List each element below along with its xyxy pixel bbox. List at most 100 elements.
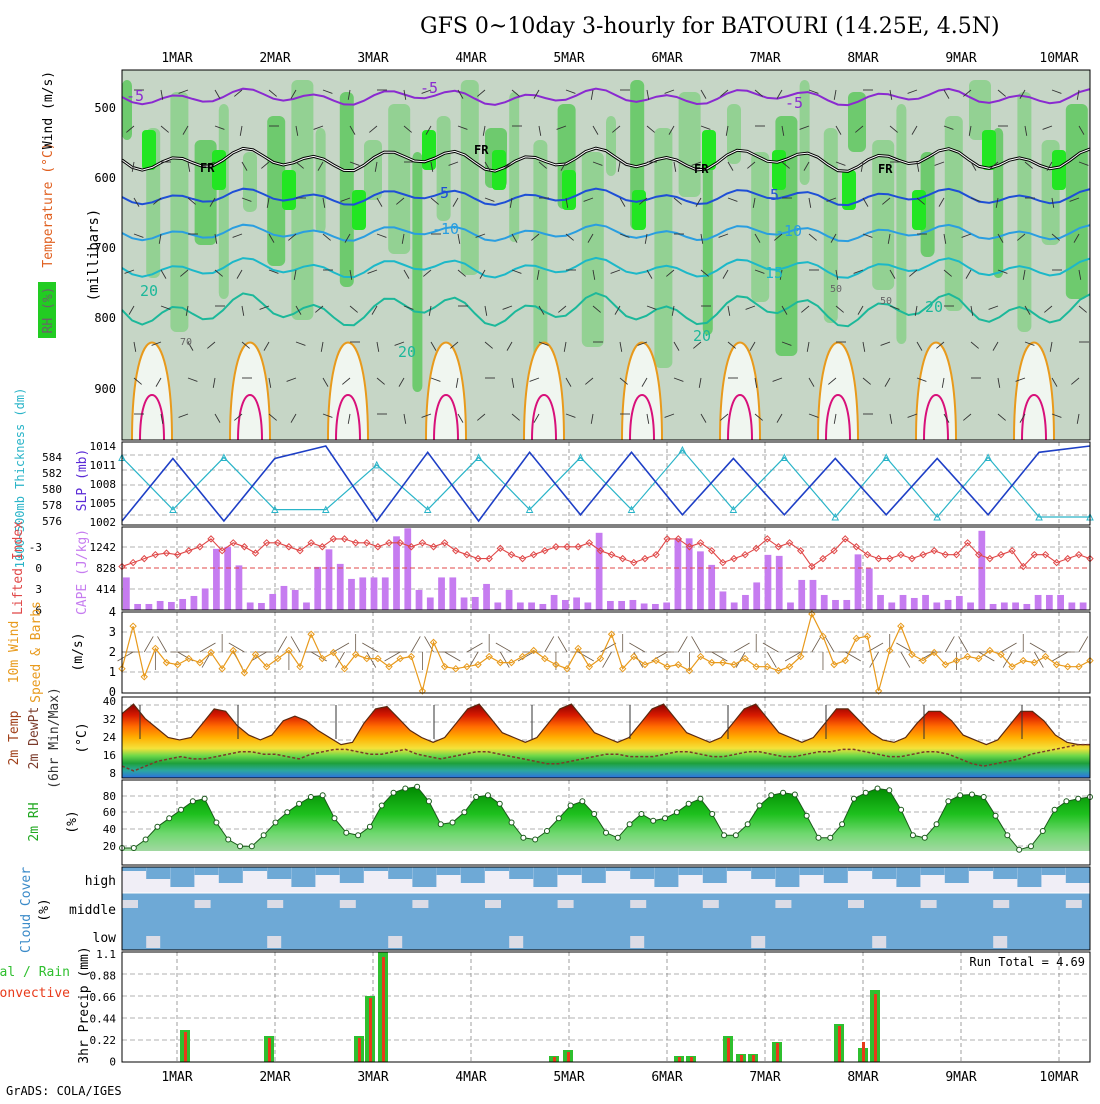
wind-barb <box>234 89 243 97</box>
cape-bar <box>809 579 817 610</box>
wind-speed-point <box>307 630 315 638</box>
wind-speed-point <box>474 660 482 669</box>
wind-barb <box>803 161 810 171</box>
cape-bar <box>561 599 569 610</box>
rh-tick: 80 <box>103 790 116 803</box>
wind10m-panel: 4 3 2 1 0 <box>109 605 1094 699</box>
wind-tick: 3 <box>109 625 116 639</box>
temp-contour-30 <box>727 394 753 441</box>
wind-speed-point <box>774 667 783 675</box>
wind-unit: (m/s) <box>71 632 86 671</box>
cape-bar <box>483 583 490 610</box>
precip-convective-bar <box>874 994 877 1062</box>
wind-barb <box>592 125 599 135</box>
wind-barb <box>882 197 891 205</box>
rh-moist-region <box>799 80 810 185</box>
wind-speed-point <box>563 664 571 673</box>
wind-barb <box>178 413 189 418</box>
cloud-middle-gap <box>702 900 719 908</box>
wind-barb <box>889 269 896 279</box>
date-tick-bottom: 7MAR <box>749 1070 780 1085</box>
wind-barb <box>585 377 594 385</box>
cape-bar <box>404 528 412 610</box>
wind-barb <box>943 269 952 277</box>
cape-bar <box>640 603 648 610</box>
freezing-level-label: FR <box>878 162 893 176</box>
rh-point <box>992 812 999 819</box>
wind-speed-point <box>496 658 505 667</box>
wind-barb <box>907 413 918 418</box>
wind-barb <box>477 413 486 421</box>
lifted-index-point <box>429 543 438 551</box>
cape-bar <box>224 546 232 610</box>
wind-barb <box>342 377 351 385</box>
dewpoint-line <box>121 743 1090 772</box>
cloud-high-bar <box>654 867 679 887</box>
lifted-index-point <box>630 558 638 567</box>
lifted-index-point <box>741 550 749 559</box>
wind-speed-point <box>529 646 538 655</box>
wind-barb <box>718 233 729 238</box>
wind-speed-point <box>351 650 360 659</box>
cloud-high-bar <box>485 867 509 871</box>
rh-point <box>626 821 633 828</box>
cloud-high-bar <box>896 867 921 887</box>
lifted-index-point <box>652 550 660 559</box>
wind-barb <box>205 161 216 166</box>
rh-point <box>331 815 338 822</box>
cloud-high-bar <box>775 867 800 887</box>
pressure-axis-label: (millibars) <box>86 209 102 302</box>
rh-moist-region <box>122 80 132 140</box>
wind-barb <box>720 413 729 421</box>
wind-barb-10m <box>495 642 512 653</box>
cape-bar <box>854 554 862 610</box>
rh-point <box>1051 806 1058 813</box>
wind-barb <box>455 377 459 388</box>
lifted-index-point <box>719 558 727 567</box>
rh-point <box>307 794 314 800</box>
wind-barb <box>806 341 810 352</box>
wind-barb <box>376 197 383 207</box>
lifted-index-point <box>240 543 249 551</box>
lifted-index-point <box>774 543 783 551</box>
rh-point <box>319 792 326 799</box>
wind-barb <box>565 197 569 208</box>
wind-speed-point <box>1008 662 1016 671</box>
cape-lifted-index-panel: 1242 828 414 -3 0 3 6 <box>29 526 1094 617</box>
wind-barb <box>1046 161 1053 171</box>
wind-barb <box>673 197 682 205</box>
cloud-high-bar <box>533 867 558 887</box>
rh-point <box>225 836 232 843</box>
wind-barb <box>268 269 279 274</box>
wind-speed-point <box>285 646 293 655</box>
lifted-index-point <box>1030 550 1039 559</box>
wind-barb <box>317 161 324 171</box>
cape-bar <box>348 578 355 610</box>
wind-barb <box>992 341 999 351</box>
temp-contour-30 <box>237 394 263 441</box>
rh-point <box>721 832 728 839</box>
wind-speed-point <box>641 660 649 669</box>
rh-contour-label: 50 <box>830 284 842 295</box>
lifted-index-point <box>874 554 883 563</box>
wind-barb <box>511 269 522 274</box>
cloud-low-gap <box>146 936 161 948</box>
wind-barb <box>133 341 137 352</box>
rh-moist-region <box>581 152 604 347</box>
wind-barb <box>1019 89 1026 99</box>
cloud-high-bar <box>218 867 243 883</box>
rh-point <box>839 821 846 828</box>
wind-barb <box>970 341 979 349</box>
wind-barb <box>916 341 923 351</box>
wind-speed-point <box>797 652 805 661</box>
wind-barb <box>1024 125 1028 136</box>
lifted-index-point <box>296 547 304 555</box>
wind-barb <box>133 233 144 238</box>
rh-frame <box>121 779 1091 866</box>
rh-point <box>898 806 905 813</box>
rh-saturated-region <box>772 150 786 190</box>
wind-barb <box>916 197 925 205</box>
lifted-index-point <box>463 550 471 559</box>
